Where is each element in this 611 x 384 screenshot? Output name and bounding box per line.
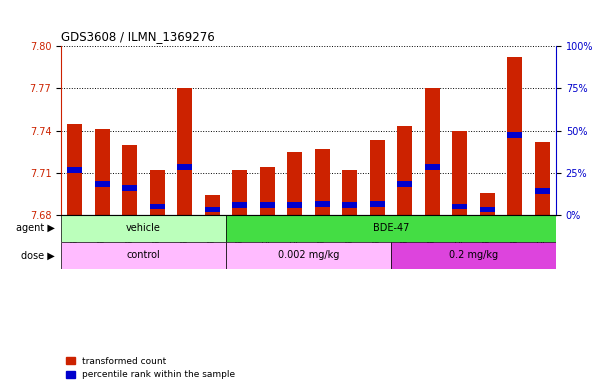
Bar <box>342 202 357 208</box>
Bar <box>535 142 550 215</box>
Bar <box>452 204 467 209</box>
Bar <box>535 188 550 194</box>
Bar <box>391 242 556 269</box>
Bar <box>480 207 495 212</box>
Text: 0.002 mg/kg: 0.002 mg/kg <box>278 250 339 260</box>
Bar <box>205 195 220 215</box>
Bar <box>67 124 82 215</box>
Bar <box>150 204 165 209</box>
Bar <box>67 167 82 173</box>
Bar <box>315 201 330 207</box>
Bar <box>226 242 391 269</box>
Bar <box>232 170 247 215</box>
Bar <box>61 242 226 269</box>
Text: dose ▶: dose ▶ <box>21 250 55 260</box>
Bar <box>122 145 137 215</box>
Bar <box>370 141 385 215</box>
Bar <box>480 192 495 215</box>
Bar <box>95 181 110 187</box>
Bar <box>95 129 110 215</box>
Bar <box>150 170 165 215</box>
Bar <box>177 88 192 215</box>
Bar <box>61 215 226 242</box>
Bar <box>425 88 440 215</box>
Bar <box>315 149 330 215</box>
Bar <box>342 170 357 215</box>
Bar <box>507 57 522 215</box>
Legend: transformed count, percentile rank within the sample: transformed count, percentile rank withi… <box>65 357 235 379</box>
Bar <box>287 202 302 208</box>
Bar <box>370 201 385 207</box>
Bar <box>260 167 275 215</box>
Text: 0.2 mg/kg: 0.2 mg/kg <box>449 250 498 260</box>
Bar <box>177 164 192 170</box>
Bar <box>452 131 467 215</box>
Text: GDS3608 / ILMN_1369276: GDS3608 / ILMN_1369276 <box>61 30 215 43</box>
Bar <box>425 164 440 170</box>
Bar <box>122 185 137 191</box>
Bar <box>397 181 412 187</box>
Bar <box>232 202 247 208</box>
Bar <box>287 152 302 215</box>
Bar <box>507 132 522 137</box>
Text: BDE-47: BDE-47 <box>373 223 409 233</box>
Text: vehicle: vehicle <box>126 223 161 233</box>
Text: control: control <box>126 250 161 260</box>
Bar <box>226 215 556 242</box>
Bar <box>205 207 220 212</box>
Bar <box>260 202 275 208</box>
Bar <box>397 126 412 215</box>
Text: agent ▶: agent ▶ <box>16 223 55 233</box>
